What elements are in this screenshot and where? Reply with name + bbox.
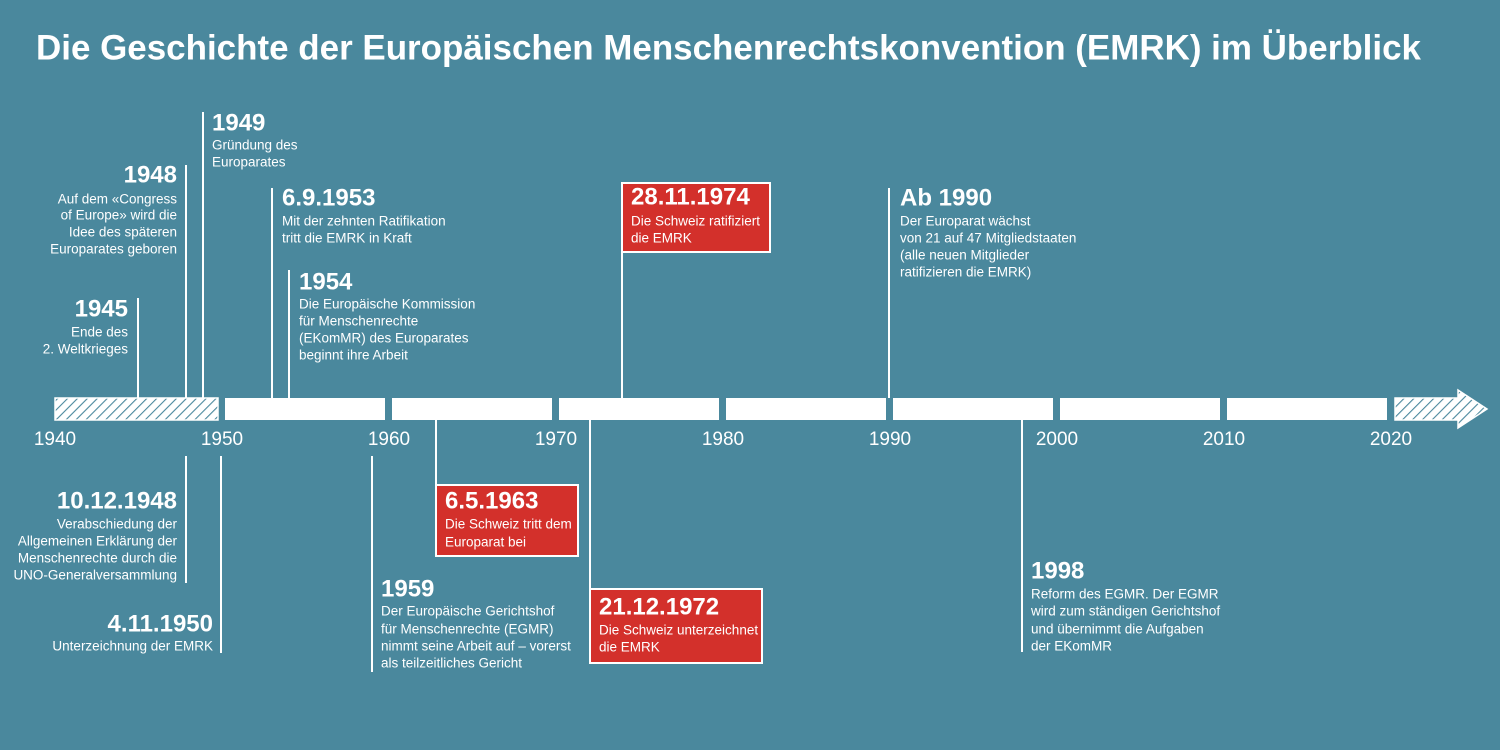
bar-segment [392, 398, 552, 420]
year-label: 1970 [535, 429, 577, 450]
event-text: UNO-Generalversammlung [13, 568, 177, 583]
highlight-box [435, 484, 579, 557]
year-label: 1980 [702, 429, 744, 450]
year-label: 2010 [1203, 429, 1245, 450]
event-text: für Menschenrechte (EGMR) [381, 622, 554, 637]
bar-segment [1060, 398, 1220, 420]
event-date: 6.9.1953 [282, 184, 375, 211]
event-text: ratifizieren die EMRK) [900, 265, 1031, 280]
bar-segment [559, 398, 719, 420]
event-text: Ende des [71, 325, 128, 340]
bar-segment-hatched [54, 397, 219, 421]
year-label: 1940 [34, 429, 76, 450]
event-text: 2. Weltkrieges [43, 342, 129, 357]
event-text: Menschenrechte durch die [18, 551, 177, 566]
event-text: die EMRK [631, 231, 692, 246]
event-text: wird zum ständigen Gerichtshof [1030, 604, 1220, 619]
timeline-bar [54, 388, 1489, 430]
event-text: Europarates [212, 155, 286, 170]
event-date: 21.12.1972 [599, 593, 719, 620]
event-text: nimmt seine Arbeit auf – vorerst [381, 639, 571, 654]
event-text: tritt die EMRK in Kraft [282, 231, 412, 246]
arrow-head [1394, 388, 1489, 430]
event-date: 1959 [381, 575, 434, 602]
bar-segment [1227, 398, 1387, 420]
bar-segment [726, 398, 886, 420]
highlight-box [589, 588, 763, 664]
event-text: Verabschiedung der [57, 517, 178, 532]
event-date: Ab 1990 [900, 184, 992, 211]
year-label: 1990 [869, 429, 911, 450]
event-text: und übernimmt die Aufgaben [1031, 622, 1204, 637]
bar-segment [893, 398, 1053, 420]
event-date: 6.5.1963 [445, 487, 538, 514]
event-text: Reform des EGMR. Der EGMR [1031, 587, 1219, 602]
highlight-box [621, 182, 771, 253]
event-date: 10.12.1948 [57, 487, 177, 514]
year-label: 2000 [1036, 429, 1078, 450]
title: Die Geschichte der Europäischen Menschen… [36, 28, 1422, 67]
bar-segment [225, 398, 385, 420]
event-text: als teilzeitliches Gericht [381, 656, 522, 671]
event-text: Gründung des [212, 138, 298, 153]
event-text: Die Europäische Kommission [299, 297, 475, 312]
event-text: (EKomMR) des Europarates [299, 331, 469, 346]
event-text: beginnt ihre Arbeit [299, 348, 408, 363]
event-text: Die Schweiz unterzeichnet [599, 623, 758, 638]
event-text: Der Europäische Gerichtshof [381, 604, 555, 619]
event-text: von 21 auf 47 Mitgliedstaaten [900, 231, 1076, 246]
event-text: (alle neuen Mitglieder [900, 248, 1030, 263]
event-date: 28.11.1974 [631, 183, 750, 210]
event-text: Der Europarat wächst [900, 214, 1031, 229]
year-label: 1950 [201, 429, 243, 450]
event-date: 1954 [299, 268, 353, 295]
event-date: 4.11.1950 [108, 610, 213, 637]
event-text: Unterzeichnung der EMRK [52, 639, 213, 654]
year-label: 1960 [368, 429, 410, 450]
event-text: Idee des späteren [69, 225, 177, 240]
event-text: Auf dem «Congress [58, 192, 178, 207]
event-text: Europarat bei [445, 535, 526, 550]
event-text: of Europe» wird die [61, 208, 177, 223]
event-text: Die Schweiz ratifiziert [631, 214, 760, 229]
event-text: Allgemeinen Erklärung der [18, 534, 178, 549]
year-label: 2020 [1370, 429, 1412, 450]
event-text: für Menschenrechte [299, 314, 418, 329]
event-date: 1949 [212, 109, 265, 136]
event-text: Mit der zehnten Ratifikation [282, 214, 446, 229]
event-text: Die Schweiz tritt dem [445, 517, 572, 532]
event-text: Europarates geboren [50, 242, 177, 257]
event-text: der EKomMR [1031, 639, 1112, 654]
event-date: 1998 [1031, 557, 1084, 584]
event-date: 1948 [124, 161, 177, 188]
event-date: 1945 [75, 295, 128, 322]
event-text: die EMRK [599, 640, 660, 655]
